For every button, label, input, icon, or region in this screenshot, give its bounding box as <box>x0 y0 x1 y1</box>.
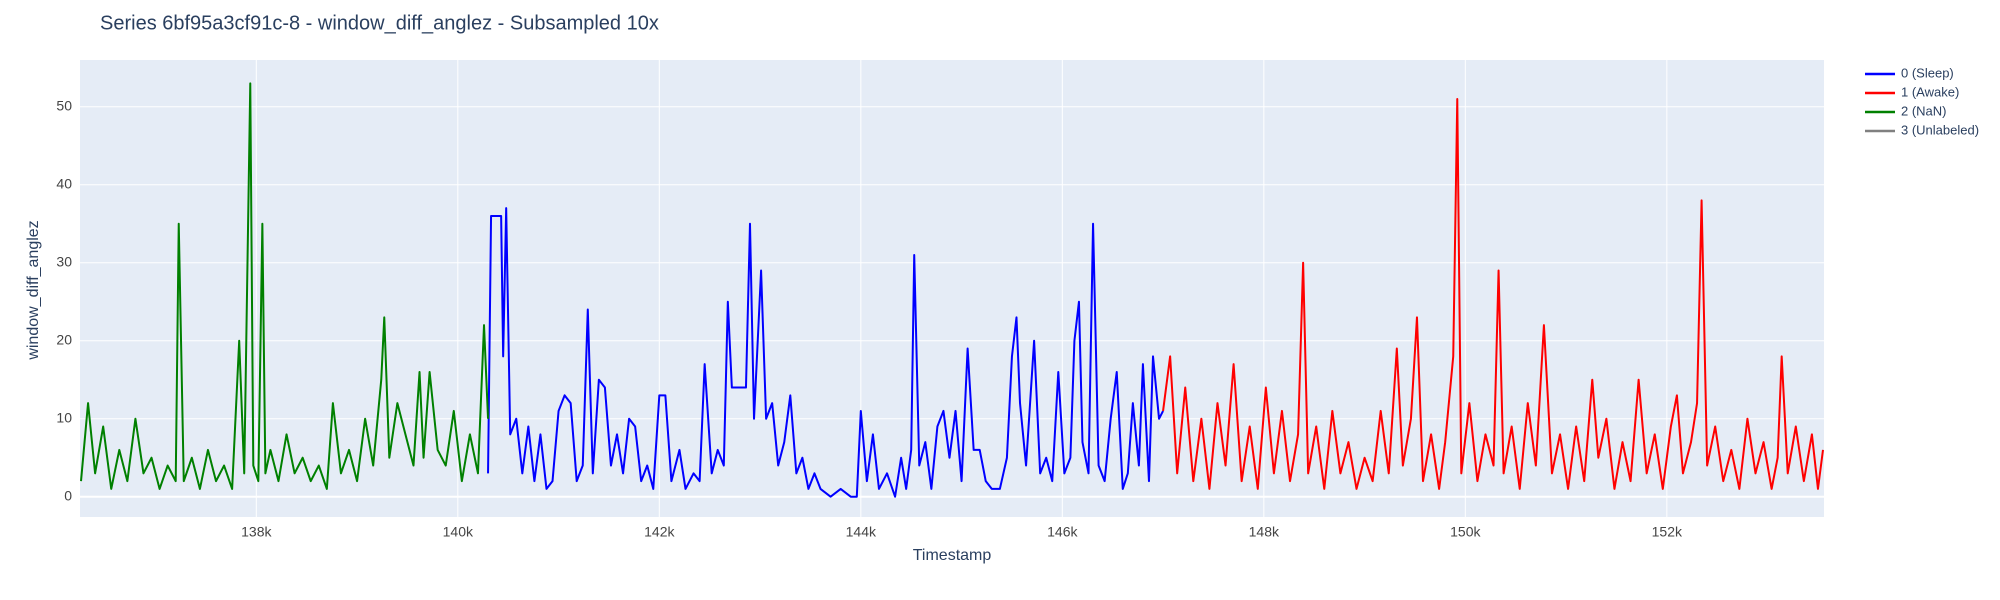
chart-title: Series 6bf95a3cf91c-8 - window_diff_angl… <box>100 12 659 34</box>
x-tick-label: 138k <box>241 524 272 540</box>
y-tick-label: 40 <box>56 175 72 191</box>
legend-label: 3 (Unlabeled) <box>1901 122 1979 137</box>
x-tick-label: 148k <box>1249 524 1280 540</box>
y-axis-title: window_diff_anglez <box>25 220 42 360</box>
legend-label: 2 (NaN) <box>1901 103 1947 118</box>
x-tick-label: 140k <box>443 524 474 540</box>
y-tick-label: 10 <box>56 409 72 425</box>
x-tick-label: 144k <box>846 524 877 540</box>
legend: 0 (Sleep) 1 (Awake) 2 (NaN) 3 (Unlabeled) <box>1865 65 1979 137</box>
x-tick-label: 142k <box>644 524 675 540</box>
y-tick-label: 50 <box>56 97 72 113</box>
x-tick-label: 152k <box>1652 524 1683 540</box>
lines <box>80 82 1824 498</box>
series-line <box>487 207 1164 498</box>
x-tick-label: 146k <box>1047 524 1078 540</box>
series-line <box>80 82 490 490</box>
y-tick-label: 0 <box>64 487 72 503</box>
x-tick-label: 150k <box>1450 524 1481 540</box>
legend-label: 0 (Sleep) <box>1901 65 1954 80</box>
y-tick-label: 20 <box>56 331 72 347</box>
legend-label: 1 (Awake) <box>1901 84 1959 99</box>
y-tick-label: 30 <box>56 253 72 269</box>
x-axis-title: Timestamp <box>913 547 992 564</box>
series-line <box>1162 97 1824 490</box>
